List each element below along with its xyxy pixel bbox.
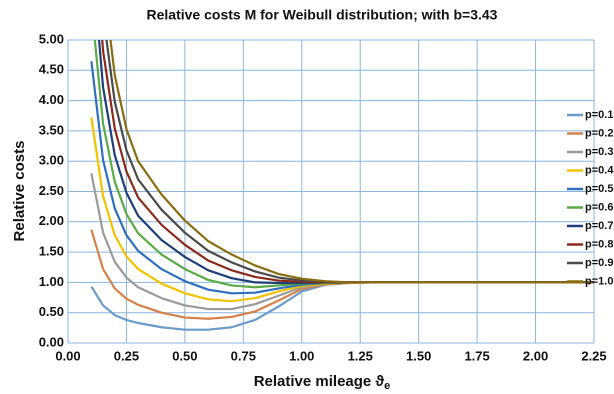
x-tick-label: 0.00 (55, 348, 80, 363)
y-tick-label: 2.50 (39, 183, 64, 198)
y-tick-label: 3.00 (39, 153, 64, 168)
legend-label: p=0.9 (585, 257, 613, 269)
y-axis-label: Relative costs (11, 141, 28, 242)
x-axis-label-subscript: e (384, 380, 390, 392)
series-line (97, 40, 594, 285)
x-tick-label: 1.25 (348, 348, 373, 363)
legend-label: p=0.1 (585, 109, 613, 121)
legend-label: p=0.2 (585, 127, 613, 139)
legend-label: p=0.3 (585, 146, 613, 158)
y-tick-label: 2.00 (39, 213, 64, 228)
series-line (109, 40, 594, 284)
legend-label: p=1.0 (585, 275, 613, 287)
y-tick-label: 4.00 (39, 92, 64, 107)
y-tick-label: 0.50 (39, 304, 64, 319)
y-tick-label: 0.00 (39, 334, 64, 349)
x-tick-label: 0.50 (172, 348, 197, 363)
legend-label: p=0.6 (585, 201, 613, 213)
plot-area (90, 40, 594, 331)
y-tick-label: 1.00 (39, 274, 64, 289)
x-axis-label-main: Relative mileage ϑ (254, 373, 385, 390)
y-tick-label: 3.50 (39, 122, 64, 137)
x-tick-label: 0.25 (114, 348, 139, 363)
y-tick-label: 4.50 (39, 62, 64, 77)
legend-label: p=0.4 (585, 164, 614, 176)
x-tick-label: 2.00 (523, 348, 548, 363)
series-line (101, 40, 594, 284)
x-tick-label: 1.75 (464, 348, 489, 363)
x-tick-label: 0.75 (231, 348, 256, 363)
chart-title: Relative costs M for Weibull distributio… (147, 7, 498, 23)
series-line (105, 40, 594, 284)
legend-label: p=0.7 (585, 220, 613, 232)
legend-label: p=0.5 (585, 183, 613, 195)
x-axis-label: Relative mileage ϑe (254, 373, 391, 392)
y-tick-label: 5.00 (39, 31, 64, 46)
series-line (90, 117, 594, 303)
series-line (90, 173, 594, 311)
x-tick-label: 1.00 (289, 348, 314, 363)
series-line (90, 281, 594, 331)
y-tick-label: 1.50 (39, 244, 64, 259)
legend-label: p=0.8 (585, 238, 613, 250)
x-tick-label: 2.25 (581, 348, 606, 363)
x-tick-label: 1.50 (406, 348, 431, 363)
